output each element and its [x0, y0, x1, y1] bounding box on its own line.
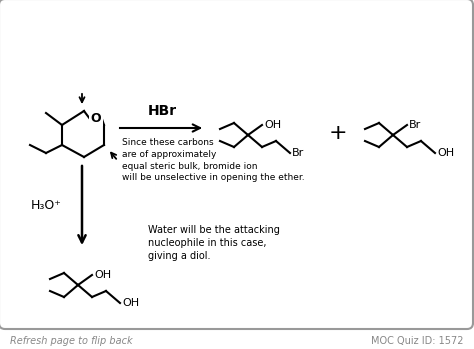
- Text: MOC Quiz ID: 1572: MOC Quiz ID: 1572: [372, 336, 464, 346]
- Text: Water will be the attacking
nucleophile in this case,
giving a diol.: Water will be the attacking nucleophile …: [148, 225, 280, 261]
- Text: O: O: [91, 111, 101, 125]
- Text: OH: OH: [264, 120, 281, 130]
- Text: Refresh page to flip back: Refresh page to flip back: [10, 336, 133, 346]
- Text: H₃O⁺: H₃O⁺: [31, 199, 62, 212]
- Text: OH: OH: [437, 148, 454, 158]
- Text: OH: OH: [94, 270, 111, 280]
- Text: HBr: HBr: [148, 104, 177, 118]
- Text: OH: OH: [122, 298, 139, 308]
- Text: Br: Br: [409, 120, 421, 130]
- FancyBboxPatch shape: [0, 0, 473, 329]
- Text: +: +: [328, 123, 347, 143]
- Text: Br: Br: [292, 148, 304, 158]
- Text: Since these carbons
are of approximately
equal steric bulk, bromide ion
will be : Since these carbons are of approximately…: [122, 138, 305, 183]
